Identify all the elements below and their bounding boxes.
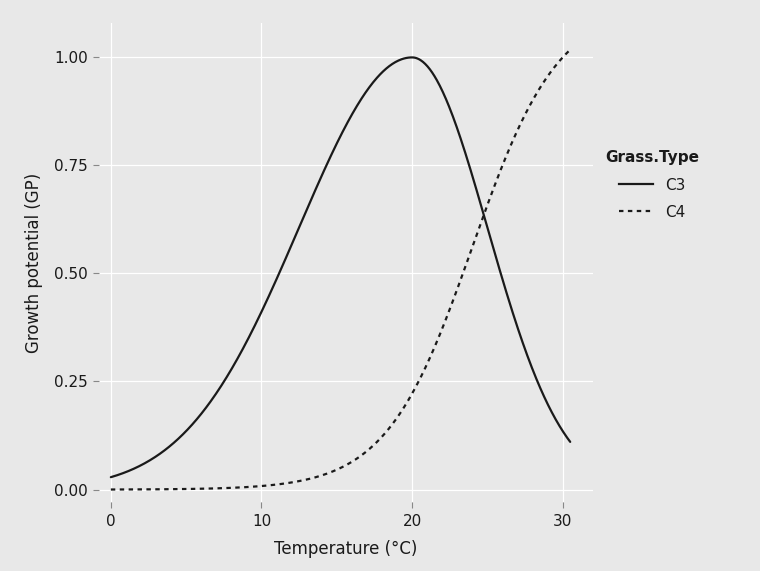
C3 [413,55,423,62]
C3 [407,54,416,61]
Y-axis label: Growth potential (GP): Growth potential (GP) [25,172,43,353]
C4 [452,287,461,294]
C3 [106,474,116,481]
X-axis label: Temperature (°C): Temperature (°C) [274,540,417,558]
C4 [377,434,386,441]
C3 [377,70,386,77]
C3 [565,439,575,445]
C3 [188,421,197,428]
C4 [314,473,323,480]
C3 [224,370,233,377]
C4 [565,46,575,53]
C4 [224,485,233,492]
C4 [106,486,116,493]
C4 [413,380,422,387]
C3 [314,179,323,186]
Line: C4: C4 [111,50,570,489]
Legend: C3, C4: C3, C4 [606,150,699,220]
Line: C3: C3 [111,58,570,477]
C3 [453,126,462,132]
C4 [188,485,197,492]
